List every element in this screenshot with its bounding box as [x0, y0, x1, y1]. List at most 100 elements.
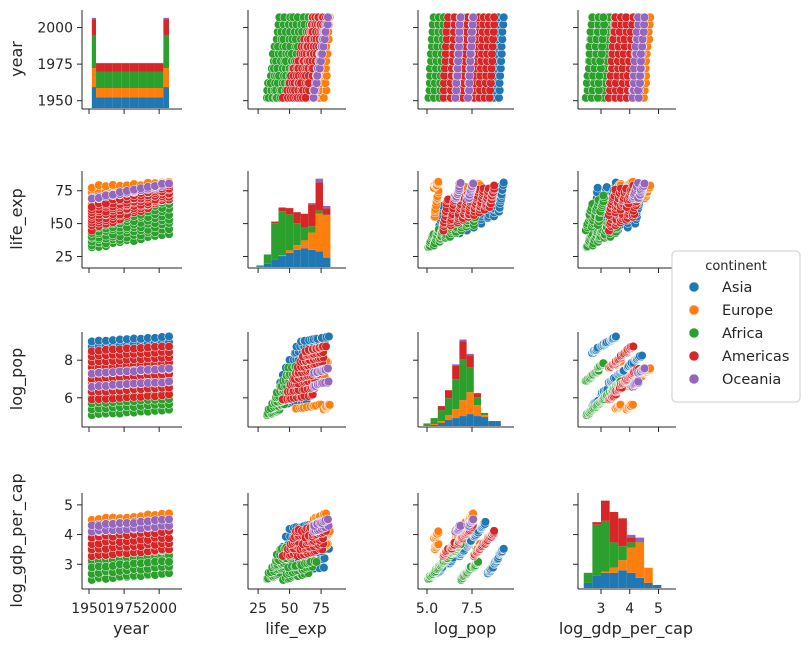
- hist-bar-americas: [129, 63, 139, 72]
- hist-bar-europe: [315, 213, 323, 252]
- hist-bar-africa: [138, 71, 147, 88]
- y-tick-label: 8: [64, 353, 73, 369]
- panel-life_exp-vs-life_exp: [243, 171, 346, 273]
- panel-log_pop-vs-life_exp: [243, 331, 346, 432]
- point-asia: [637, 351, 647, 361]
- y-tick-label: 3: [64, 557, 73, 573]
- hist-bar-asia: [91, 87, 97, 108]
- y-tick-label: 6: [64, 391, 73, 407]
- hist-bar-africa: [473, 397, 481, 406]
- hist-bar-europe: [300, 240, 309, 249]
- hist-bar-europe: [459, 400, 467, 417]
- hist-bar-africa: [112, 71, 122, 88]
- x-tick-label: 1950: [71, 601, 107, 617]
- hist-bar-asia: [300, 248, 309, 267]
- hist-bar-americas: [308, 204, 316, 227]
- hist-bar-africa: [437, 410, 445, 422]
- hist-bar-asia: [271, 259, 279, 267]
- hist-bar-oceania: [138, 62, 147, 64]
- y-tick-label: 2000: [37, 21, 73, 37]
- hist-bar-africa: [322, 214, 331, 216]
- hist-bar-americas: [112, 63, 122, 72]
- hist-bar-americas: [104, 63, 113, 72]
- point-asia: [324, 331, 334, 342]
- point-oceania: [164, 179, 174, 189]
- hist-bar-africa: [129, 71, 139, 88]
- hist-bar-americas: [437, 406, 445, 411]
- point-asia: [611, 331, 621, 342]
- hist-bar-europe: [96, 87, 105, 98]
- y-tick-label: 4: [64, 528, 73, 544]
- hist-bar-asia: [452, 418, 460, 426]
- hist-bar-oceania: [452, 364, 460, 366]
- hist-bar-oceania: [104, 62, 113, 64]
- hist-bar-asia: [430, 425, 438, 426]
- hist-bar-americas: [473, 393, 481, 398]
- hist-bar-asia: [121, 97, 130, 108]
- hist-bar-oceania: [91, 17, 97, 20]
- hist-bar-asia: [163, 87, 169, 108]
- hist-bar-americas: [163, 19, 169, 35]
- hist-bar-asia: [466, 414, 474, 426]
- hist-bar-oceania: [308, 203, 316, 205]
- point-oceania: [633, 376, 643, 387]
- hist-bar-oceania: [466, 353, 474, 356]
- hist-bar-africa: [481, 414, 489, 416]
- y-tick-label: ŀ50: [50, 217, 73, 233]
- panel-year-vs-life_exp: [243, 10, 346, 114]
- hist-bar-europe: [104, 87, 113, 98]
- hist-bar-asia: [488, 421, 496, 426]
- hist-bar-asia: [146, 97, 155, 108]
- hist-bar-africa: [121, 71, 130, 88]
- hist-bar-asia: [315, 251, 323, 267]
- hist-bar-africa: [300, 227, 309, 241]
- hist-bar-africa: [430, 418, 438, 425]
- hist-bar-europe: [445, 415, 453, 421]
- hist-bar-oceania: [322, 205, 331, 209]
- point-americas: [164, 341, 174, 352]
- hist-bar-americas: [96, 63, 105, 72]
- hist-bar-americas: [466, 355, 474, 368]
- hist-bar-europe: [308, 232, 316, 250]
- point-oceania: [323, 363, 333, 373]
- x-tick-label: 1975: [106, 601, 142, 617]
- hist-bar-europe: [146, 87, 155, 98]
- hist-bar-asia: [423, 425, 431, 426]
- panel-life_exp-vs-log_pop: [413, 171, 514, 273]
- point-oceania: [456, 12, 466, 22]
- point-americas: [489, 181, 499, 191]
- hist-bar-africa: [445, 398, 453, 416]
- hist-bar-americas: [121, 63, 130, 72]
- hist-bar-europe: [285, 250, 294, 253]
- hist-bar-africa: [423, 423, 431, 426]
- hist-bar-americas: [322, 208, 331, 215]
- hist-bar-americas: [300, 213, 309, 228]
- hist-bar-asia: [308, 249, 316, 267]
- x-tick-label: 2000: [141, 601, 177, 617]
- y-tick-label: 1975: [37, 57, 73, 73]
- hist-bar-africa: [91, 34, 97, 68]
- hist-bar-europe: [163, 67, 169, 88]
- hist-bar-asia: [256, 266, 264, 267]
- panel-year-vs-log_gdp_per_cap: [573, 10, 676, 114]
- hist-bar-africa: [308, 226, 316, 233]
- point-asia: [164, 331, 174, 342]
- hist-bar-africa: [163, 34, 169, 68]
- hist-bar-americas: [293, 212, 301, 224]
- point-africa: [598, 190, 608, 201]
- hist-bar-americas: [459, 341, 467, 360]
- y-tick-label: 25: [55, 249, 73, 265]
- panel-year-vs-log_pop: [413, 10, 514, 114]
- point-oceania: [323, 376, 334, 387]
- point-oceania: [164, 363, 174, 373]
- hist-bar-africa: [271, 223, 279, 260]
- hist-bar-africa: [104, 71, 113, 88]
- hist-bar-europe: [129, 87, 139, 98]
- point-asia: [593, 183, 603, 193]
- hist-bar-africa: [96, 71, 105, 88]
- panel-log_pop-vs-year: 68: [64, 331, 182, 432]
- panel-life_exp-vs-log_gdp_per_cap: [573, 171, 676, 273]
- hist-bar-africa: [263, 254, 272, 264]
